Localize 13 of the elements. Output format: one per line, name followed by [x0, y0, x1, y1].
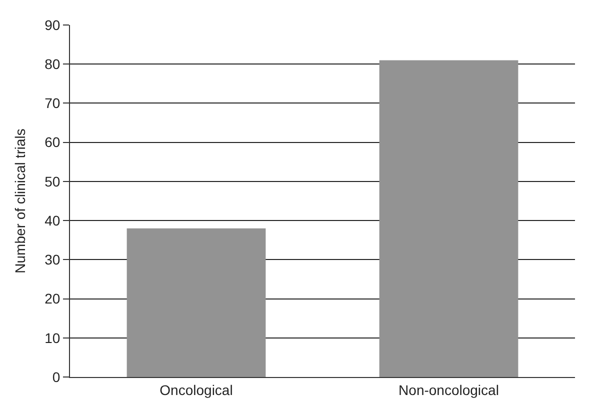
y-tick-label: 0 [52, 368, 60, 385]
y-tick-label: 70 [44, 95, 60, 112]
x-tick-label: Oncological [160, 382, 233, 398]
y-tick-label: 50 [44, 173, 60, 190]
y-tick-label: 10 [44, 330, 60, 346]
y-axis-title: Number of clinical trials [12, 128, 28, 274]
y-tick-label: 30 [44, 252, 60, 268]
x-tick-label: Non-oncological [398, 382, 499, 398]
y-tick-label: 40 [44, 212, 60, 228]
y-tick-label: 80 [44, 56, 60, 72]
y-tick-label: 90 [44, 16, 60, 33]
y-tick-label: 20 [44, 290, 60, 307]
y-tick-label: 60 [44, 134, 60, 150]
